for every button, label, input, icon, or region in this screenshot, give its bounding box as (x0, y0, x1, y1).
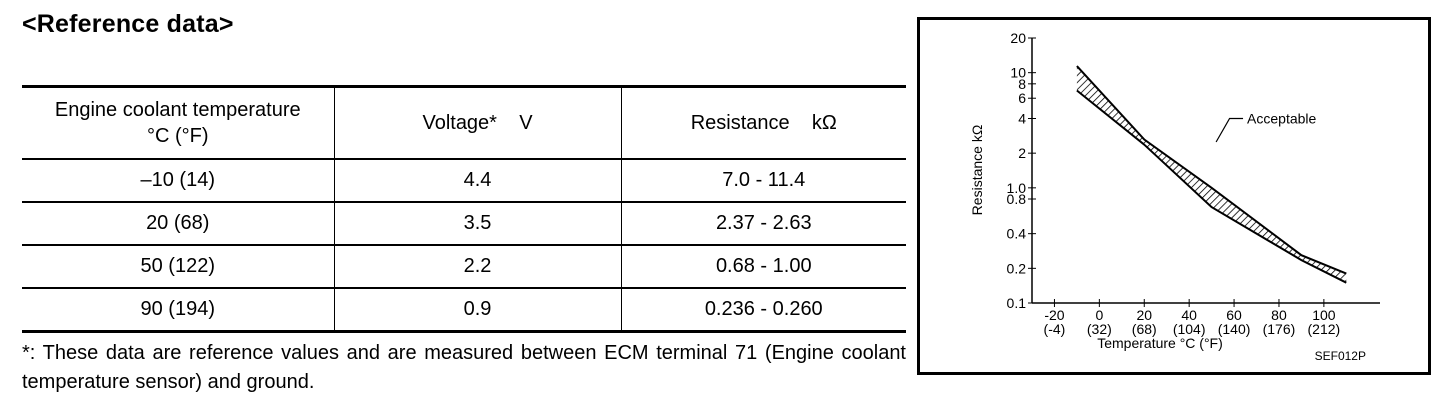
x-axis-title: Temperature °C (°F) (1097, 335, 1223, 351)
section-heading: <Reference data> (22, 10, 234, 38)
table-row: 50 (122) 2.2 0.68 - 1.00 (22, 245, 906, 289)
header-temperature-line1: Engine coolant temperature (54, 99, 301, 121)
x-tick-label-fahrenheit: (104) (1173, 321, 1206, 337)
y-tick-label: 4 (1018, 110, 1026, 126)
cell-temperature: –10 (14) (22, 159, 334, 203)
cell-voltage: 2.2 (333, 245, 621, 289)
table-row: 90 (194) 0.9 0.236 - 0.260 (22, 288, 906, 333)
y-tick-label: 2 (1018, 145, 1026, 161)
band-upper-line (1076, 65, 1347, 275)
y-axis-title: Resistance kΩ (969, 125, 985, 216)
cell-resistance: 0.236 - 0.260 (620, 288, 906, 333)
y-tick-label: 6 (1018, 90, 1026, 106)
x-tick-label-celsius: 80 (1271, 307, 1287, 323)
table-row: –10 (14) 4.4 7.0 - 11.4 (22, 159, 906, 203)
footnote: *: These data are reference values and a… (22, 342, 906, 393)
x-tick-label-celsius: 20 (1136, 307, 1152, 323)
y-tick-label: 0.2 (1007, 260, 1027, 276)
cell-voltage: 4.4 (333, 159, 621, 203)
header-resistance: Resistance kΩ (620, 85, 906, 160)
table-header-row: Engine coolant temperature °C (°F) Volta… (22, 85, 906, 160)
table-row: 20 (68) 3.5 2.37 - 2.63 (22, 202, 906, 246)
cell-resistance: 0.68 - 1.00 (620, 245, 906, 289)
annotation-leader (1215, 117, 1244, 143)
y-tick-label: 0.8 (1007, 191, 1027, 207)
y-tick-label: 0.1 (1007, 295, 1027, 311)
figure-code: SEF012P (1315, 349, 1366, 363)
cell-voltage: 0.9 (333, 288, 621, 333)
y-tick-label: 1.0 (1007, 180, 1027, 196)
x-tick-label-fahrenheit: (-4) (1044, 321, 1066, 337)
cell-temperature: 90 (194) (22, 288, 334, 333)
y-tick-label: 10 (1010, 65, 1026, 81)
y-tick-label: 8 (1018, 76, 1026, 92)
x-tick-label-celsius: 40 (1181, 307, 1197, 323)
cell-temperature: 20 (68) (22, 202, 334, 246)
x-tick-label-celsius: 60 (1226, 307, 1242, 323)
cell-voltage: 3.5 (333, 202, 621, 246)
header-voltage: Voltage* V (333, 85, 621, 160)
header-temperature-line2: °C (°F) (146, 125, 209, 147)
band-lower-line (1076, 89, 1347, 284)
annotation-label: Acceptable (1247, 110, 1316, 126)
x-tick-label-fahrenheit: (176) (1263, 321, 1296, 337)
y-tick-label: 0.4 (1007, 226, 1027, 242)
x-tick-label-fahrenheit: (68) (1132, 321, 1157, 337)
x-tick-label-celsius: 0 (1095, 307, 1103, 323)
x-tick-label-fahrenheit: (140) (1218, 321, 1251, 337)
cell-temperature: 50 (122) (22, 245, 334, 289)
header-temperature: Engine coolant temperature °C (°F) (22, 85, 334, 160)
resistance-chart-figure: SEF012P 20 10 8 6 4 2 1.0 0.8 0.4 0.2 0.1 -20 (-4) 0(… (917, 17, 1431, 375)
y-tick-label: 20 (1010, 30, 1026, 46)
acceptable-band (1076, 66, 1347, 283)
x-tick-label-celsius: 100 (1312, 307, 1336, 323)
cell-resistance: 7.0 - 11.4 (620, 159, 906, 203)
reference-table: Engine coolant temperature °C (°F) Volta… (22, 85, 906, 333)
cell-resistance: 2.37 - 2.63 (620, 202, 906, 246)
resistance-chart: SEF012P 201086421.00.80.40.20.1-20(-4)0(… (969, 30, 1380, 363)
x-tick-label-fahrenheit: (32) (1087, 321, 1112, 337)
x-tick-label-celsius: -20 (1044, 307, 1064, 323)
x-tick-label-fahrenheit: (212) (1308, 321, 1341, 337)
